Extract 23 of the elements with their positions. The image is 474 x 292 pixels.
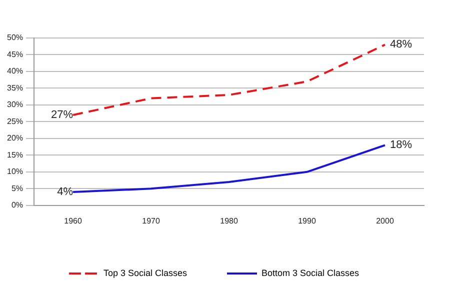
y-tick-label: 35%: [6, 83, 24, 92]
y-tick-label: 15%: [6, 150, 24, 160]
data-label: 27%: [50, 109, 74, 122]
y-tick-label: 30%: [6, 100, 24, 110]
legend-label: Top 3 Social Classes: [103, 268, 188, 278]
x-tick-label: 1960: [64, 216, 82, 226]
y-tick-label: 5%: [11, 184, 24, 193]
line-series: [72, 44, 386, 116]
y-tick-label: 10%: [6, 167, 24, 176]
data-label: 18%: [390, 139, 412, 152]
x-tick-label: 1990: [298, 216, 316, 226]
y-tick-label: 50%: [6, 33, 24, 42]
x-tick-label: 2000: [376, 216, 394, 226]
y-tick-label: 25%: [6, 116, 24, 126]
x-tick-label: 1970: [142, 216, 160, 226]
data-label: 4%: [57, 186, 74, 198]
y-tick-label: 45%: [6, 50, 24, 59]
y-tick-label: 0%: [11, 200, 24, 210]
legend-label: Bottom 3 Social Classes: [262, 268, 360, 278]
x-tick-label: 1980: [220, 216, 238, 226]
y-tick-label: 20%: [6, 134, 24, 143]
data-label: 48%: [390, 38, 412, 51]
y-tick-label: 40%: [6, 66, 24, 76]
